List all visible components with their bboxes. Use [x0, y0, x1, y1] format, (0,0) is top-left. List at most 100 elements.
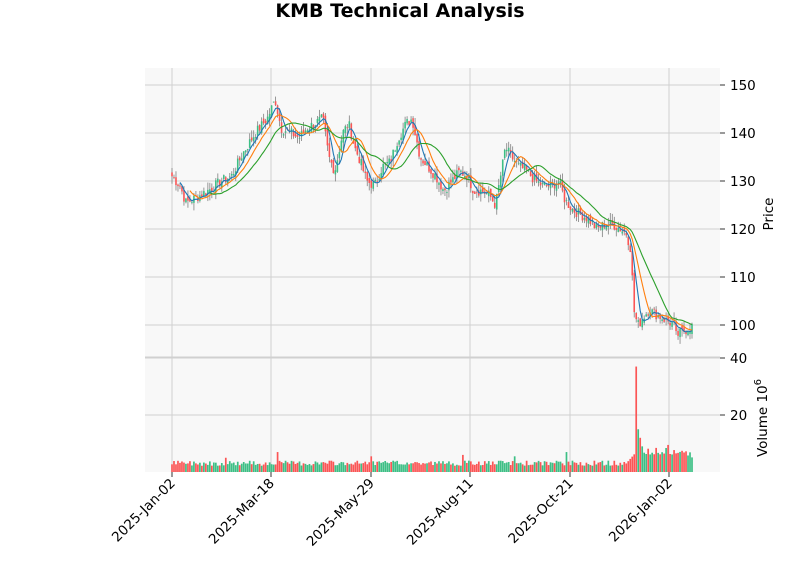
volume-bar	[400, 464, 402, 472]
volume-bar	[308, 463, 311, 472]
volume-bar	[679, 451, 681, 472]
volume-bar	[266, 465, 269, 472]
volume-bar	[312, 464, 315, 472]
candle-body	[581, 212, 584, 221]
volume-bar	[475, 463, 478, 472]
candle-body	[513, 161, 516, 162]
volume-bar	[515, 463, 518, 472]
volume-bar	[533, 462, 536, 472]
volume-bar	[218, 465, 221, 472]
volume-bar	[675, 453, 677, 472]
volume-bar	[181, 461, 183, 472]
candle-body	[565, 200, 568, 201]
volume-bar	[460, 465, 462, 472]
volume-bar	[306, 464, 309, 472]
candle-body	[422, 160, 424, 164]
volume-bar	[521, 464, 524, 472]
candle-body	[254, 137, 257, 138]
volume-bar	[466, 462, 468, 472]
candle-body	[537, 181, 540, 183]
candle-body	[579, 207, 582, 215]
volume-bar	[517, 463, 520, 472]
candle-body	[256, 125, 259, 136]
volume-bar	[567, 461, 570, 472]
volume-bars	[171, 366, 693, 472]
volume-bar	[541, 465, 544, 472]
candle-body	[207, 189, 209, 195]
volume-bar	[324, 462, 327, 472]
volume-bar	[446, 463, 448, 472]
volume-bar	[563, 465, 566, 472]
volume-bar	[671, 454, 673, 472]
volume-bar	[456, 464, 458, 472]
candle-body	[541, 182, 544, 184]
volume-bar	[416, 462, 418, 472]
candle-body	[491, 196, 494, 202]
candle-body	[609, 220, 612, 224]
candle-body	[472, 190, 474, 194]
candle-body	[376, 180, 379, 182]
volume-bar	[489, 464, 492, 472]
volume-bar	[248, 460, 251, 472]
volume-bar	[601, 460, 604, 472]
volume-bar	[501, 461, 504, 472]
candle-body	[396, 146, 398, 154]
volume-bar	[224, 457, 227, 472]
volume-bar	[212, 462, 215, 472]
volume-bar	[334, 465, 337, 472]
candle-body	[468, 174, 470, 179]
volume-bar	[585, 462, 588, 472]
volume-bar	[525, 460, 528, 472]
candle-body	[689, 331, 691, 334]
volume-bar	[260, 465, 263, 472]
volume-bar	[203, 462, 205, 472]
volume-bar	[473, 464, 476, 472]
candle-body	[282, 134, 285, 136]
volume-bar	[645, 454, 648, 472]
volume-bar	[207, 464, 209, 472]
candle-body	[296, 135, 299, 137]
volume-bar	[205, 463, 207, 472]
volume-bar	[318, 464, 321, 472]
volume-bar	[561, 463, 564, 472]
candle-body	[553, 184, 556, 189]
candle-body	[575, 212, 578, 217]
volume-bar	[551, 462, 554, 472]
ma-mid-line	[189, 113, 693, 331]
candle-body	[474, 191, 476, 194]
candle-body	[545, 184, 548, 186]
candle-body	[583, 217, 586, 220]
candle-body	[354, 141, 357, 149]
volume-bar	[330, 460, 333, 472]
volume-bar	[175, 464, 177, 472]
candle-body	[185, 198, 187, 203]
volume-bar	[378, 461, 381, 472]
volume-bar	[342, 462, 345, 472]
candle-body	[234, 171, 237, 175]
candle-body	[641, 319, 643, 328]
volume-bar	[607, 460, 610, 472]
volume-bar	[557, 461, 560, 472]
candle-body	[364, 171, 367, 174]
candle-body	[260, 121, 263, 133]
candle-body	[663, 317, 665, 322]
volume-bar	[647, 448, 650, 472]
candle-body	[651, 309, 653, 315]
candle-body	[671, 322, 673, 327]
volume-bar	[191, 465, 193, 472]
volume-bar	[274, 464, 277, 472]
volume-bar	[615, 464, 618, 472]
volume-bar	[637, 429, 640, 472]
volume-bar	[468, 460, 470, 472]
volume-bar	[220, 463, 223, 472]
volume-bar	[505, 462, 508, 472]
candle-body	[599, 226, 602, 228]
volume-axis-label: Volume 106	[753, 379, 771, 457]
volume-bar	[509, 465, 512, 472]
volume-bar	[410, 463, 412, 472]
candle-body	[482, 188, 484, 192]
candle-body	[563, 189, 566, 203]
volume-bar	[310, 465, 313, 472]
candle-body	[318, 116, 321, 122]
candle-body	[438, 182, 440, 185]
